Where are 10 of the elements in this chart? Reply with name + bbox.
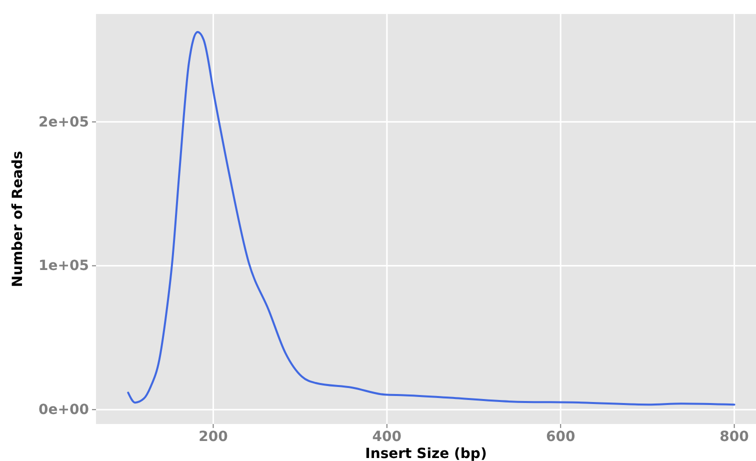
y-tick-label: 2e+05 [38,114,89,130]
y-tick-label: 0e+00 [38,402,90,418]
line-series [127,30,736,406]
y-tick-label: 1e+05 [38,258,89,274]
x-axis-title: Insert Size (bp) [365,446,487,461]
x-tick-label: 400 [372,428,402,445]
x-tick-label: 200 [198,428,228,445]
x-tick-label: 600 [546,428,576,445]
x-tick-label: 800 [720,428,750,445]
y-axis-title: Number of Reads [10,150,26,288]
